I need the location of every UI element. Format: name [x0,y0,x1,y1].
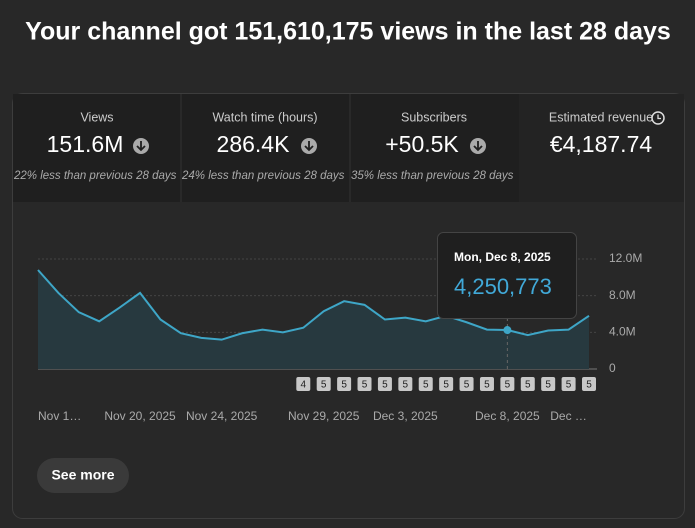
video-marker [561,377,576,391]
video-marker-count: 5 [382,380,388,391]
page-title: Your channel got 151,610,175 views in th… [25,18,671,46]
y-tick-label: 4.0M [609,325,636,339]
metric-label: Watch time (hours) [212,110,317,124]
video-marker [398,377,413,391]
video-marker [357,377,372,391]
info-icon [651,111,665,125]
metric-change: 35% less than previous 28 days [351,170,514,182]
metric-value: €4,187.74 [550,131,653,157]
video-marker-count: 5 [423,380,429,391]
tooltip-box [437,232,577,319]
video-marker [582,377,596,391]
down-arrow [304,141,314,152]
video-marker-count: 5 [362,380,368,391]
video-marker-count: 5 [586,380,592,391]
see-more-button[interactable] [37,458,129,493]
metric-tiles [13,94,519,202]
down-arrow [473,141,483,152]
video-marker [541,377,556,391]
video-marker [418,377,433,391]
info-hand [657,114,661,120]
metric-value: 151.6M [47,131,124,157]
video-marker-count: 5 [443,380,449,391]
metric-label: Subscribers [401,110,467,124]
video-marker-count: 5 [525,380,531,391]
button-label[interactable]: See more [51,467,114,483]
video-marker [459,377,474,391]
x-tick-label: Nov 20, 2025 [104,409,176,423]
x-tick-label: Dec 8, 2025 [475,409,540,423]
down-arrow [136,141,146,152]
video-marker [377,377,392,391]
metric-label: Views [80,110,113,124]
y-tick-label: 12.0M [609,251,642,265]
tooltip-date: Mon, Dec 8, 2025 [454,250,551,264]
x-tick-label: Dec … [550,409,587,423]
video-marker-count: 5 [403,380,409,391]
video-marker-count: 4 [301,380,307,391]
video-marker [337,377,352,391]
y-tick-label: 8.0M [609,288,636,302]
video-marker [439,377,454,391]
x-tick-label: Dec 3, 2025 [373,409,438,423]
video-marker-count: 5 [545,380,551,391]
y-tick-label: 0 [609,361,616,375]
line [37,269,590,341]
video-marker [500,377,515,391]
video-marker-count: 5 [566,380,572,391]
video-marker-count: 5 [484,380,490,391]
hover-dot [503,326,512,335]
metric-change: 22% less than previous 28 days [13,170,177,182]
video-marker [520,377,535,391]
video-marker [296,377,311,391]
video-marker [316,377,331,391]
video-marker [479,377,494,391]
x-tick-label: Nov 29, 2025 [288,409,360,423]
metric-value: 286.4K [217,131,291,157]
video-marker-count: 5 [505,380,511,391]
video-marker-count: 5 [321,380,327,391]
metric-label: Estimated revenue [549,110,653,124]
x-tick-label: Nov 1… [38,409,81,423]
x-tick-label: Nov 24, 2025 [186,409,258,423]
video-marker-count: 5 [464,380,470,391]
metric-value: +50.5K [385,131,459,157]
metric-change: 24% less than previous 28 days [181,170,345,182]
tooltip-value: 4,250,773 [454,274,552,299]
video-marker-count: 5 [341,380,347,391]
